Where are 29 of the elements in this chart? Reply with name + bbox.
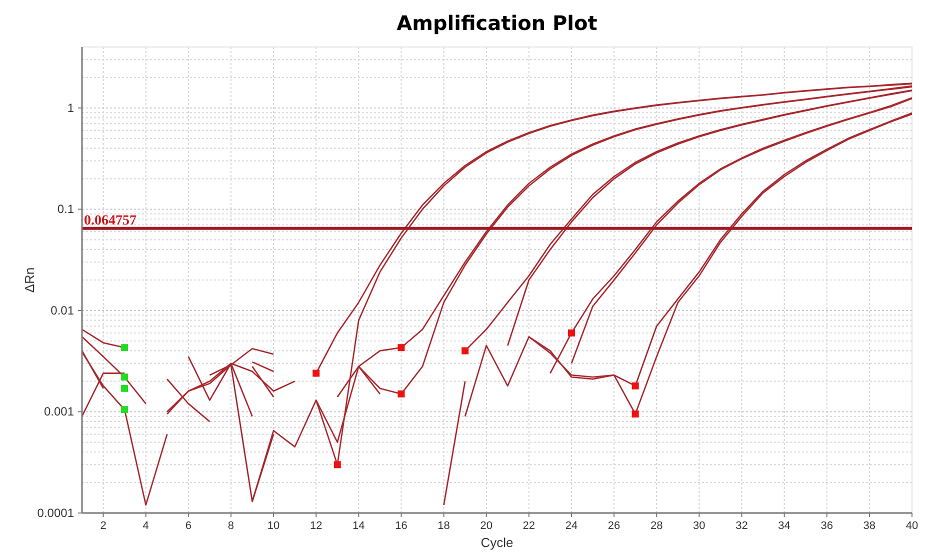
y-tick-label: 0.0001 [37, 506, 74, 520]
x-tick-label: 8 [228, 520, 234, 532]
x-tick-label: 24 [565, 520, 578, 532]
x-tick-label: 14 [352, 520, 365, 532]
x-tick-label: 34 [778, 520, 790, 532]
x-axis-title: Cycle [480, 535, 514, 550]
x-tick-label: 26 [608, 520, 620, 532]
y-tick-label: 0.01 [50, 303, 74, 318]
x-tick-label: 36 [820, 520, 833, 532]
ref-line-label: 0.064757 [84, 213, 136, 228]
x-tick-label: 12 [310, 520, 322, 532]
x-tick-label: 28 [650, 520, 663, 532]
x-tick-label: 4 [142, 520, 149, 532]
x-tick-label: 32 [736, 520, 748, 532]
x-tick-label: 18 [438, 520, 450, 532]
x-tick-label: 40 [906, 520, 918, 532]
x-tick-label: 38 [863, 520, 876, 532]
x-tick-label: 20 [480, 520, 492, 532]
chart-title: Amplification Plot [396, 11, 598, 35]
y-tick-label: 1 [67, 100, 74, 115]
x-tick-label: 22 [522, 520, 536, 532]
y-tick-label: 0.1 [57, 202, 74, 216]
x-tick-label: 10 [267, 520, 280, 532]
x-tick-label: 2 [100, 520, 106, 532]
y-axis-title: ΔRn [22, 267, 37, 293]
x-tick-label: 6 [185, 520, 192, 532]
x-tick-label: 16 [395, 520, 408, 532]
x-tick-label: 30 [693, 520, 706, 532]
y-tick-label: 0.001 [44, 404, 74, 419]
